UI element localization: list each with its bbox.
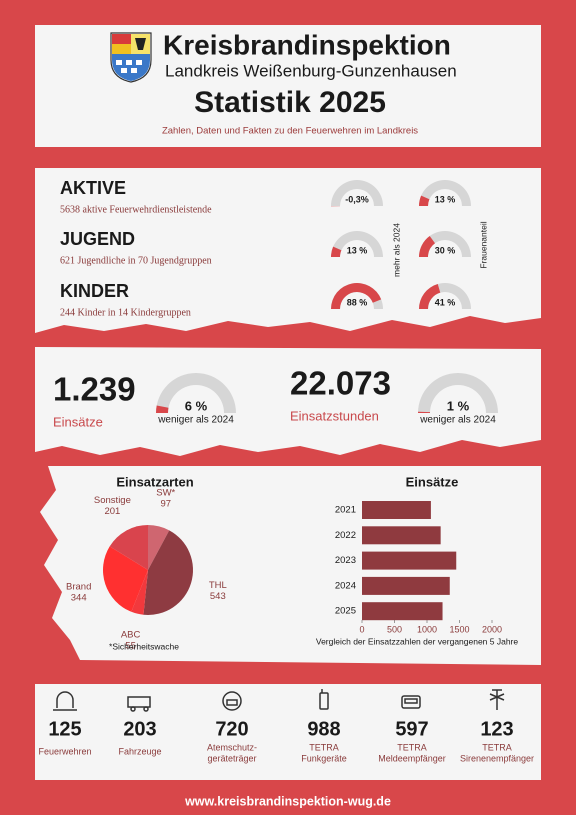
gauge-track bbox=[419, 180, 471, 206]
y-tick-label: 2024 bbox=[335, 580, 356, 591]
change-label: mehr als 2024 bbox=[391, 223, 401, 277]
pie-value: 97 bbox=[160, 499, 171, 510]
stat-value: 988 bbox=[307, 718, 340, 740]
stat-label: Sirenenempfänger bbox=[460, 753, 534, 763]
y-tick-label: 2025 bbox=[335, 606, 356, 617]
gauge-label: 6 % bbox=[185, 398, 208, 413]
pie-label: ABC bbox=[121, 629, 141, 640]
row-title: AKTIVE bbox=[60, 178, 126, 198]
stat-value: 203 bbox=[123, 718, 156, 740]
stat-label: Atemschutz- bbox=[207, 742, 257, 752]
stat-label: Funkgeräte bbox=[301, 753, 347, 763]
operations-panel bbox=[35, 347, 541, 456]
pie-slice bbox=[131, 570, 148, 615]
stat-value: 123 bbox=[480, 718, 513, 740]
bar bbox=[362, 526, 441, 545]
ops-label: Einsätze bbox=[53, 414, 103, 429]
bar bbox=[362, 501, 431, 519]
chart-title: Einsatzarten bbox=[116, 474, 193, 489]
gauge-track bbox=[156, 373, 236, 413]
stat-value: 597 bbox=[395, 718, 428, 740]
x-tick-label: 500 bbox=[387, 624, 402, 634]
pie-slice bbox=[143, 530, 194, 615]
gauge-label: 30 % bbox=[435, 245, 456, 255]
gauge-value bbox=[419, 195, 430, 206]
gauge-value bbox=[331, 283, 382, 309]
footer: www.kreisbrandinspektion-wug.de bbox=[184, 794, 391, 808]
pie-label: Brand bbox=[66, 581, 91, 592]
y-tick-label: 2021 bbox=[335, 505, 356, 516]
chart-caption: Vergleich der Einsatzzahlen der vergange… bbox=[316, 636, 519, 646]
gauge-label: 13 % bbox=[347, 245, 368, 255]
stat-value: 125 bbox=[48, 718, 81, 740]
ops-label: Einsatzstunden bbox=[290, 408, 379, 423]
bar bbox=[362, 551, 457, 570]
gauge-value bbox=[418, 235, 436, 257]
y-tick-label: 2023 bbox=[335, 555, 356, 566]
stat-label: Fahrzeuge bbox=[118, 746, 161, 756]
icons bbox=[53, 689, 505, 712]
gauge-value bbox=[156, 405, 169, 413]
gauge-value bbox=[418, 411, 431, 413]
x-tick-label: 0 bbox=[359, 624, 364, 634]
pie-value: 344 bbox=[71, 592, 87, 603]
x-tick-label: 2000 bbox=[482, 624, 502, 634]
pie-label: SW* bbox=[156, 488, 175, 499]
pie-value: 543 bbox=[210, 591, 226, 602]
pie-value: 55 bbox=[125, 640, 136, 651]
bar bbox=[362, 602, 443, 621]
women-label: Frauenanteil bbox=[478, 221, 488, 268]
pie-slice bbox=[102, 546, 148, 612]
stat-label: TETRA bbox=[482, 742, 512, 752]
bar bbox=[362, 576, 450, 595]
row-title: KINDER bbox=[60, 281, 129, 301]
row-text: 5638 aktive Feuerwehrdienstleistende bbox=[60, 204, 212, 215]
title: Kreisbrandinspektion bbox=[163, 29, 451, 60]
pie-value: 201 bbox=[104, 506, 120, 517]
members-panel bbox=[35, 168, 541, 333]
gauge-label: 13 % bbox=[435, 194, 456, 204]
subtitle: Landkreis Weißenburg-Gunzenhausen bbox=[165, 61, 457, 80]
x-tick-label: 1000 bbox=[417, 624, 437, 634]
heading: Statistik 2025 bbox=[194, 86, 386, 119]
stat-label: TETRA bbox=[397, 742, 427, 752]
pie-slice bbox=[109, 525, 148, 570]
stat-value: 720 bbox=[215, 718, 248, 740]
gauge-track bbox=[331, 231, 383, 257]
gauge-note: weniger als 2024 bbox=[419, 415, 496, 426]
gauge-label: 41 % bbox=[435, 297, 456, 307]
row-text: 621 Jugendliche in 70 Jugendgruppen bbox=[60, 255, 212, 266]
gauge-label: 1 % bbox=[447, 398, 470, 413]
stats-panel bbox=[35, 684, 541, 780]
row-text: 244 Kinder in 14 Kindergruppen bbox=[60, 307, 191, 318]
gauge-track bbox=[331, 180, 383, 206]
stat-label: geräteträger bbox=[207, 753, 256, 763]
y-tick-label: 2022 bbox=[335, 530, 356, 541]
stat-label: Feuerwehren bbox=[38, 746, 91, 756]
tagline: Zahlen, Daten und Fakten zu den Feuerweh… bbox=[162, 126, 418, 137]
pie-slice bbox=[148, 525, 170, 570]
stat-label: Meldeempfänger bbox=[378, 753, 446, 763]
pie-label: Sonstige bbox=[94, 495, 131, 506]
gauge-label: -0,3% bbox=[345, 194, 369, 204]
pie-note: *Sicherheitswache bbox=[109, 641, 179, 651]
gauge-value bbox=[419, 284, 441, 309]
pie-label: THL bbox=[209, 580, 227, 591]
ops-value: 22.073 bbox=[290, 365, 391, 402]
gauge-note: weniger als 2024 bbox=[157, 415, 234, 426]
gauge-label: 88 % bbox=[347, 297, 368, 307]
stat-label: TETRA bbox=[309, 742, 339, 752]
x-tick-label: 1500 bbox=[449, 624, 469, 634]
gauge-value bbox=[331, 246, 342, 257]
gauge-track bbox=[419, 231, 471, 257]
gauge-track bbox=[418, 373, 498, 413]
chart-title: Einsätze bbox=[406, 474, 459, 489]
ops-value: 1.239 bbox=[53, 371, 136, 408]
logo bbox=[110, 32, 152, 83]
row-title: JUGEND bbox=[60, 229, 135, 249]
